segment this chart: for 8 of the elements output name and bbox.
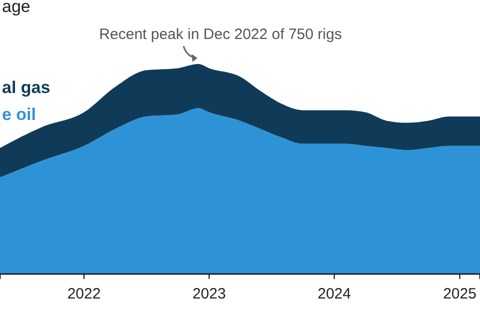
x-tick-label: 2025 (443, 286, 476, 302)
series-label: al gas (2, 78, 50, 97)
chart-title: age (2, 0, 30, 16)
x-tick-label: 2023 (192, 286, 226, 302)
annotation: Recent peak in Dec 2022 of 750 rigs (99, 26, 342, 43)
text: e oil (2, 105, 36, 124)
x-tick-label: 2024 (318, 286, 351, 302)
x-tick-label: 2022 (67, 286, 101, 302)
